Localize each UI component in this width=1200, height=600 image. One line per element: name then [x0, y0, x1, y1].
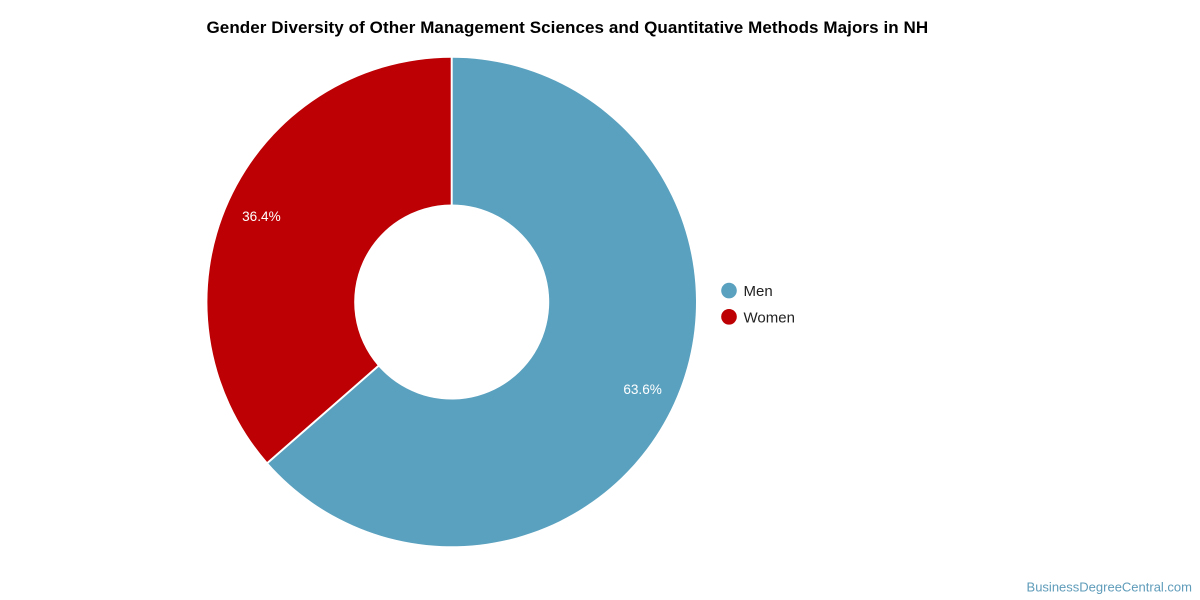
svg-text:Men: Men: [744, 283, 773, 300]
svg-text:63.6%: 63.6%: [623, 382, 662, 397]
svg-text:BusinessDegreeCentral.com: BusinessDegreeCentral.com: [1027, 580, 1192, 595]
svg-text:Women: Women: [744, 310, 795, 327]
svg-text:Gender Diversity of Other Mana: Gender Diversity of Other Management Sci…: [207, 18, 929, 37]
svg-text:36.4%: 36.4%: [242, 209, 281, 224]
